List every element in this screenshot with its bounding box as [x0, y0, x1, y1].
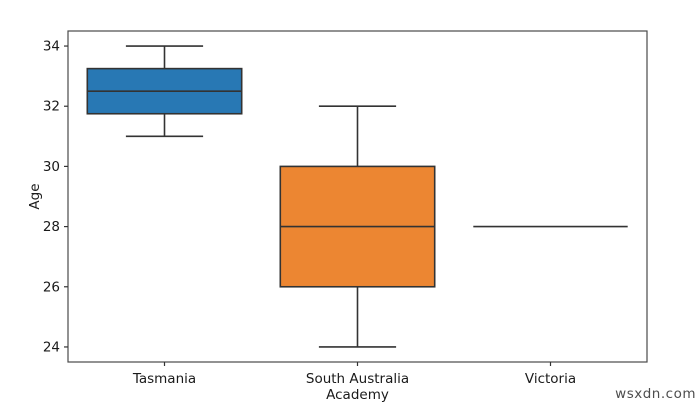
- y-tick-label: 24: [43, 339, 60, 355]
- plot-area: 24 26 28 30 32 34 Tasmania South Australia Victo…: [43, 30, 648, 387]
- x-tick-label-tasmania: Tasmania: [132, 371, 196, 387]
- y-axis-label: Age: [27, 183, 43, 209]
- y-tick-label: 32: [43, 99, 60, 115]
- watermark-text: wsxdn.com: [615, 386, 696, 402]
- x-axis-label: Academy: [326, 387, 389, 403]
- y-tick-label: 26: [43, 279, 60, 295]
- y-tick-label: 28: [43, 219, 60, 235]
- y-tick-label: 30: [43, 159, 60, 175]
- x-tick-label-victoria: Victoria: [525, 371, 576, 387]
- x-tick-label-south-australia: South Australia: [306, 371, 409, 387]
- y-tick-label: 34: [43, 39, 60, 55]
